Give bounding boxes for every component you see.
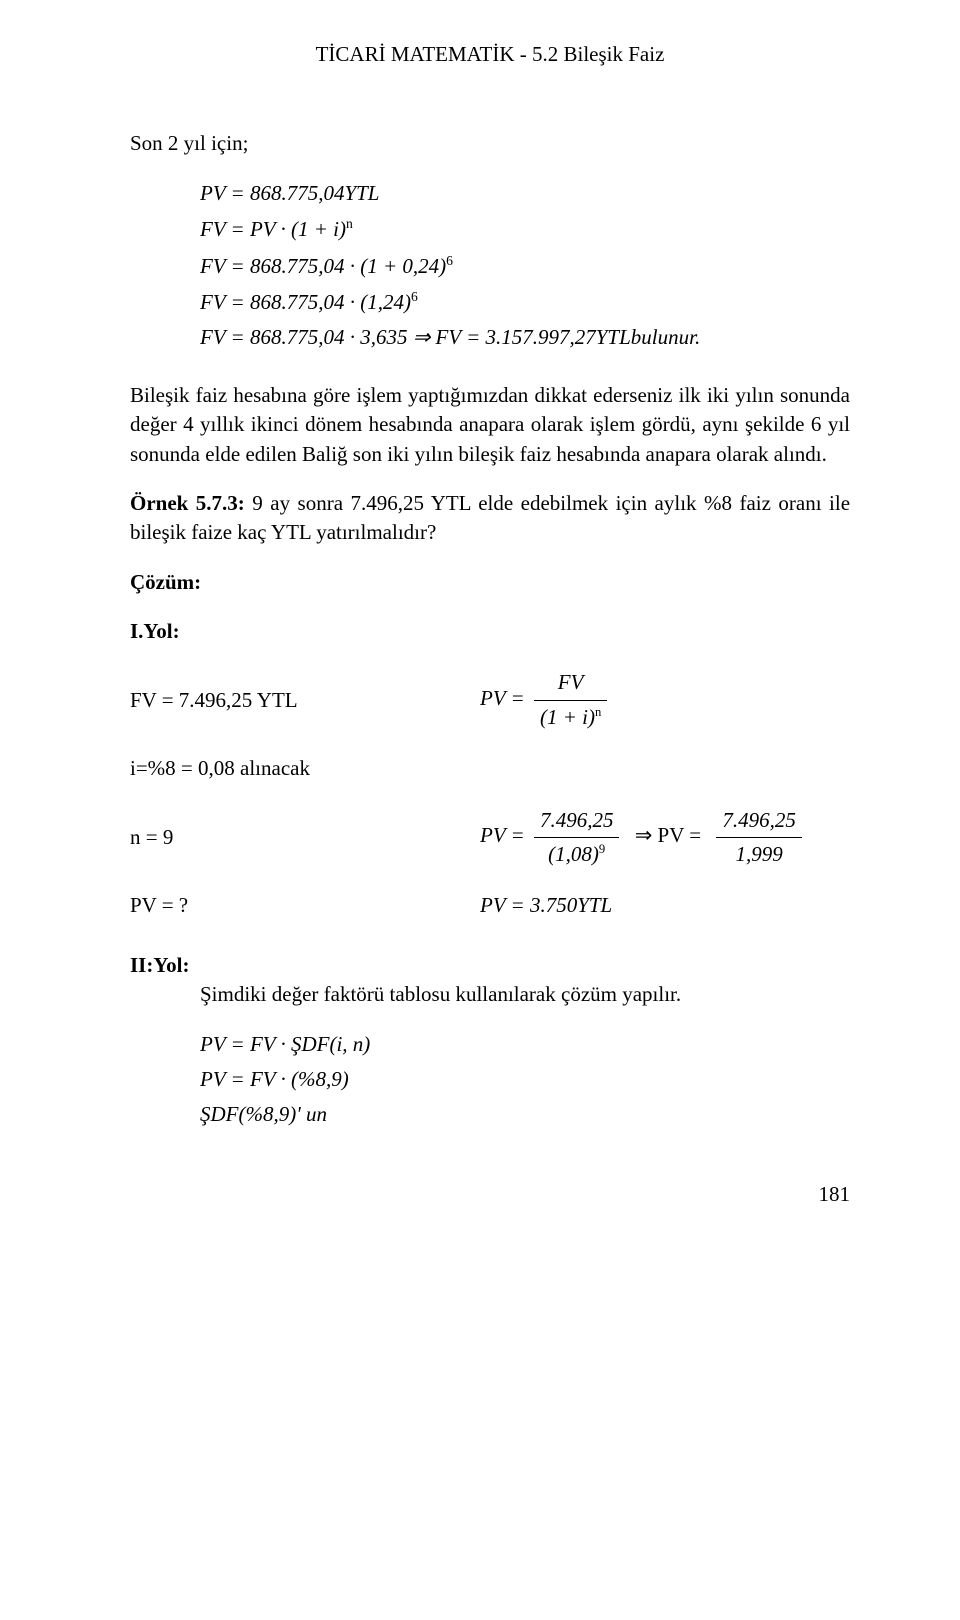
page-header: TİCARİ MATEMATİK - 5.2 Bileşik Faiz <box>130 40 850 69</box>
eq-sdf-3: ŞDF(%8,9)' un <box>200 1100 850 1129</box>
solution-label: Çözüm: <box>130 568 850 597</box>
example-heading: Örnek 5.7.3: 9 ay sonra 7.496,25 YTL eld… <box>130 489 850 548</box>
row-fv-rhs: PV = FV (1 + i)n <box>370 668 850 732</box>
eq-fv-step2: FV = 868.775,04 · (1,24)6 <box>200 287 850 317</box>
eq-text: PV = <box>480 823 530 847</box>
fraction: FV (1 + i)n <box>534 668 607 732</box>
row-pv-lhs: PV = ? <box>130 891 370 920</box>
eq-text: FV = PV · (1 + i) <box>200 217 346 241</box>
eq-pv: PV = 868.775,04YTL <box>200 179 850 208</box>
row-n: n = 9 PV = 7.496,25 (1,08)9 ⇒ PV = 7.496… <box>130 806 850 870</box>
eq-fv-step1: FV = 868.775,04 · (1 + 0,24)6 <box>200 251 850 281</box>
fraction-den: (1,08)9 <box>534 838 620 869</box>
eq-sup: 9 <box>599 842 605 856</box>
example-label: Örnek 5.7.3: <box>130 491 245 515</box>
equation-block-2: PV = FV · ŞDF(i, n) PV = FV · (%8,9) ŞDF… <box>200 1030 850 1130</box>
arrow-text: ⇒ PV = <box>635 821 701 850</box>
eq-text: PV = <box>480 686 530 710</box>
eq-text: FV = 868.775,04 · (1,24) <box>200 290 411 314</box>
fraction: 7.496,25 1,999 <box>716 806 802 870</box>
row-fv: FV = 7.496,25 YTL PV = FV (1 + i)n <box>130 668 850 732</box>
eq-sup: n <box>346 216 353 231</box>
eq-sup: 6 <box>411 289 418 304</box>
eq-sup: n <box>595 705 601 719</box>
method-2-label: II:Yol: <box>130 953 190 977</box>
eq-text: PV = 3.750YTL <box>480 893 612 917</box>
eq-sdf-1: PV = FV · ŞDF(i, n) <box>200 1030 850 1059</box>
eq-text: FV = 868.775,04 · (1 + 0,24) <box>200 254 446 278</box>
fraction-den: 1,999 <box>716 838 802 869</box>
eq-text: (1,08) <box>548 842 599 866</box>
method-2-text: Şimdiki değer faktörü tablosu kullanılar… <box>200 980 681 1009</box>
fraction-num: 7.496,25 <box>534 806 620 838</box>
eq-sup: 6 <box>446 253 453 268</box>
row-n-rhs: PV = 7.496,25 (1,08)9 ⇒ PV = 7.496,25 1,… <box>370 806 850 870</box>
row-pv-rhs: PV = 3.750YTL <box>370 891 850 920</box>
eq-text: (1 + i) <box>540 705 595 729</box>
method-1-label: I.Yol: <box>130 617 850 646</box>
fraction-num: FV <box>534 668 607 700</box>
intro-line: Son 2 yıl için; <box>130 129 850 158</box>
fraction-den: (1 + i)n <box>534 701 607 732</box>
eq-fv-result: FV = 868.775,04 · 3,635 ⇒ FV = 3.157.997… <box>200 323 850 352</box>
equation-block-1: PV = 868.775,04YTL FV = PV · (1 + i)n FV… <box>200 179 850 353</box>
row-fv-lhs: FV = 7.496,25 YTL <box>130 686 370 715</box>
row-pv: PV = ? PV = 3.750YTL <box>130 891 850 920</box>
method-2: II:Yol: Şimdiki değer faktörü tablosu ku… <box>130 951 850 1010</box>
eq-fv-general: FV = PV · (1 + i)n <box>200 214 850 244</box>
fraction: 7.496,25 (1,08)9 <box>534 806 620 870</box>
fraction-num: 7.496,25 <box>716 806 802 838</box>
row-n-lhs: n = 9 <box>130 823 370 852</box>
row-i: i=%8 = 0,08 alınacak <box>130 754 850 783</box>
explanation-paragraph: Bileşik faiz hesabına göre işlem yaptığı… <box>130 381 850 469</box>
eq-sdf-2: PV = FV · (%8,9) <box>200 1065 850 1094</box>
page-number: 181 <box>130 1180 850 1209</box>
